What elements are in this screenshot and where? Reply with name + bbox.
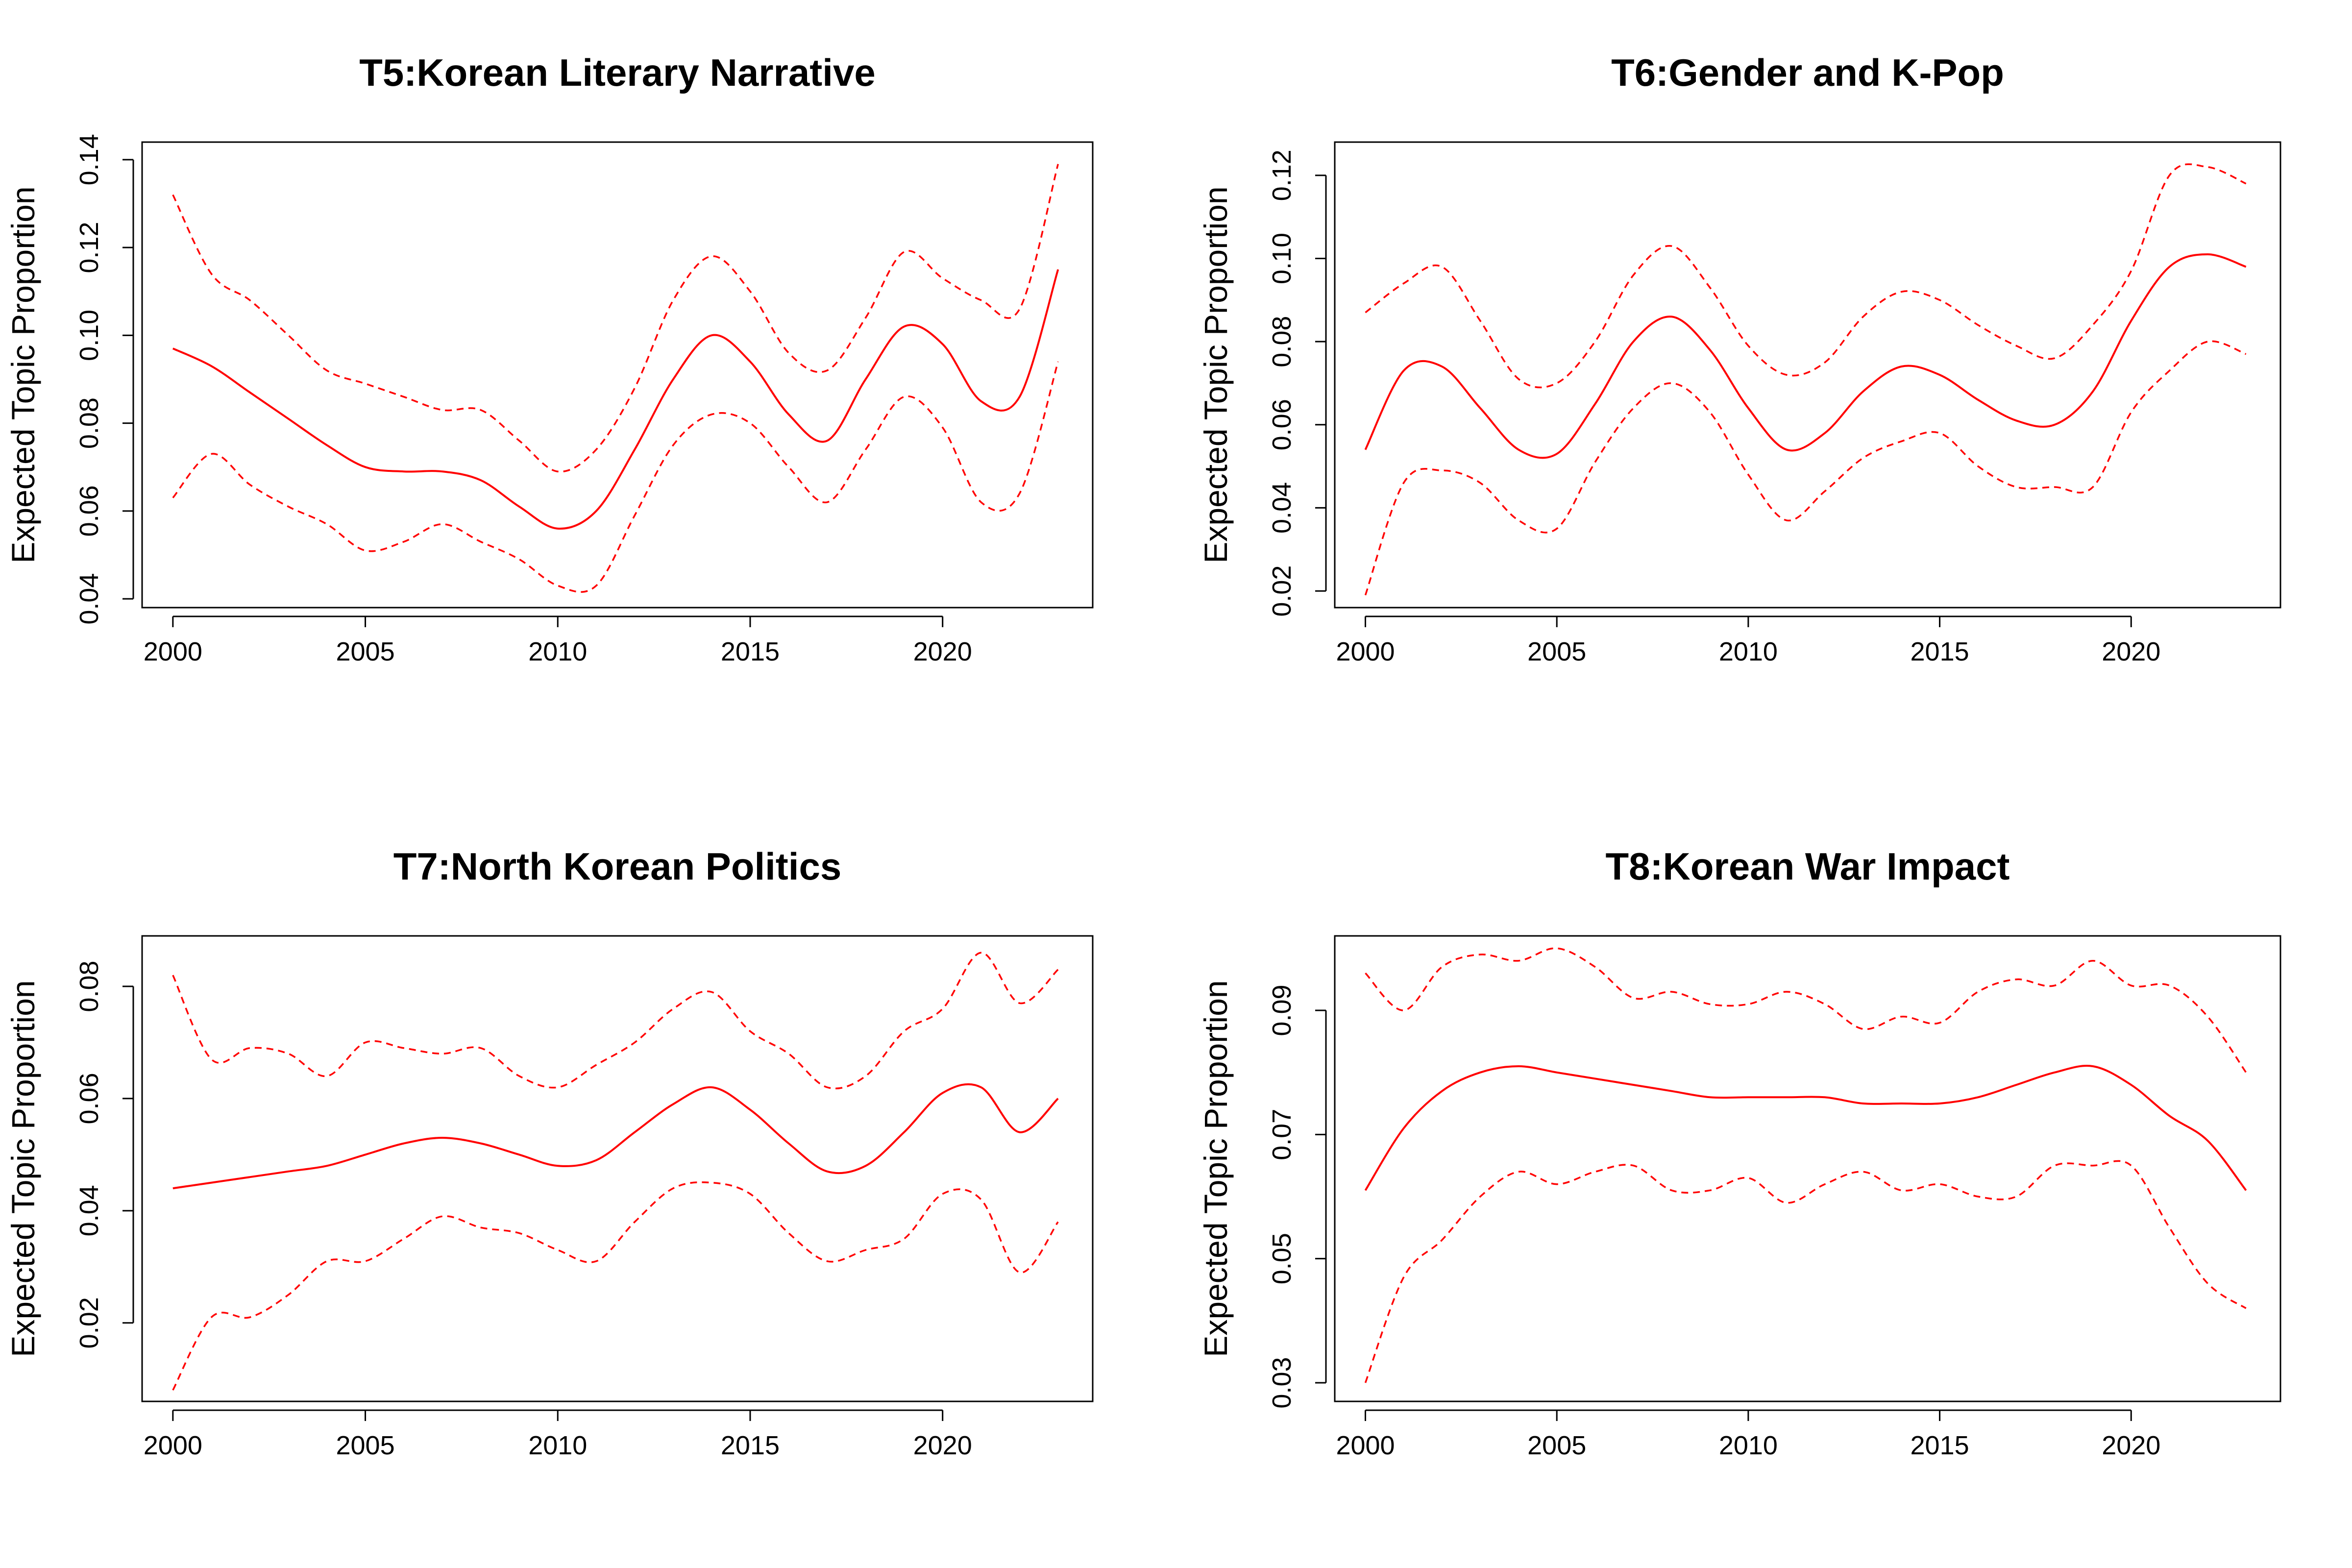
lower-ci-line: [1364, 340, 2247, 596]
plot-frame: [1334, 141, 2281, 609]
y-tick-label: 0.14: [74, 134, 104, 185]
y-axis-label: Expected Topic Proportion: [1198, 980, 1234, 1357]
lower-ci-line: [172, 1181, 1059, 1391]
lower-ci-line: [172, 361, 1059, 593]
plot-frame: [141, 935, 1094, 1402]
y-tick-label: 0.10: [1267, 233, 1297, 284]
x-tick-label: 2020: [913, 637, 972, 666]
y-tick-label: 0.06: [74, 1073, 104, 1124]
panel-title: T8:Korean War Impact: [1606, 845, 2010, 888]
y-tick-label: 0.08: [74, 960, 104, 1012]
panel-t7: T7:North Korean Politics 2000 2005 2010 2015…: [5, 845, 1094, 1460]
plot-frame: [1334, 935, 2281, 1402]
x-tick-label: 2015: [721, 1431, 780, 1460]
upper-ci-line: [172, 952, 1059, 1090]
y-tick-label: 0.09: [1267, 984, 1297, 1036]
panel-t5: T5:Korean Literary Narrative 2000 2005 2010…: [5, 51, 1094, 666]
x-tick-label: 2010: [1719, 1431, 1778, 1460]
x-tick-label: 2020: [2102, 637, 2160, 666]
estimate-line: [1364, 1065, 2247, 1191]
x-tick-label: 2005: [1527, 637, 1586, 666]
panel-title: T7:North Korean Politics: [393, 845, 841, 888]
y-tick-label: 0.06: [74, 485, 104, 537]
x-tick-label: 2000: [1336, 637, 1395, 666]
y-tick-label: 0.03: [1267, 1357, 1297, 1408]
y-tick-label: 0.02: [1267, 565, 1297, 617]
y-tick-label: 0.10: [74, 310, 104, 361]
panel-t6: T6:Gender and K-Pop 2000 2005 2010 2015 2020 0…: [1198, 51, 2281, 666]
upper-ci-line: [1365, 163, 2247, 389]
x-tick-label: 2010: [528, 1431, 587, 1460]
x-tick-label: 2015: [721, 637, 780, 666]
y-axis-label: Expected Topic Proportion: [5, 980, 41, 1357]
y-tick-label: 0.06: [1267, 399, 1297, 450]
x-tick-label: 2005: [336, 637, 394, 666]
x-tick-label: 2000: [1336, 1431, 1395, 1460]
y-tick-label: 0.02: [74, 1297, 104, 1348]
x-tick-label: 2015: [1911, 1431, 1969, 1460]
x-tick-label: 2005: [336, 1431, 394, 1460]
y-tick-label: 0.04: [1267, 482, 1297, 534]
panel-t8: T8:Korean War Impact 2000 2005 2010 2015 2020…: [1198, 845, 2281, 1460]
y-axis-label: Expected Topic Proportion: [5, 186, 41, 563]
x-tick-label: 2020: [913, 1431, 972, 1460]
y-tick-label: 0.12: [74, 222, 104, 273]
x-tick-label: 2000: [144, 1431, 202, 1460]
upper-ci-line: [1365, 947, 2247, 1073]
estimate-line: [172, 269, 1059, 530]
y-tick-label: 0.07: [1267, 1109, 1297, 1160]
y-tick-label: 0.12: [1267, 149, 1297, 201]
y-tick-label: 0.05: [1267, 1233, 1297, 1284]
panel-title: T6:Gender and K-Pop: [1611, 51, 2004, 94]
y-tick-label: 0.04: [74, 573, 104, 625]
x-tick-label: 2010: [528, 637, 587, 666]
estimate-line: [172, 1083, 1059, 1190]
x-tick-label: 2000: [144, 637, 202, 666]
plot-frame: [141, 141, 1094, 609]
y-axis-label: Expected Topic Proportion: [1198, 186, 1234, 563]
upper-ci-line: [172, 164, 1059, 473]
x-tick-label: 2010: [1719, 637, 1778, 666]
y-tick-label: 0.08: [74, 397, 104, 449]
x-tick-label: 2020: [2102, 1431, 2160, 1460]
y-tick-label: 0.04: [74, 1185, 104, 1236]
estimate-line: [1364, 253, 2247, 459]
panel-title: T5:Korean Literary Narrative: [359, 51, 875, 94]
y-tick-label: 0.08: [1267, 316, 1297, 368]
x-tick-label: 2005: [1527, 1431, 1586, 1460]
x-tick-label: 2015: [1911, 637, 1969, 666]
lower-ci-line: [1364, 1160, 2247, 1383]
